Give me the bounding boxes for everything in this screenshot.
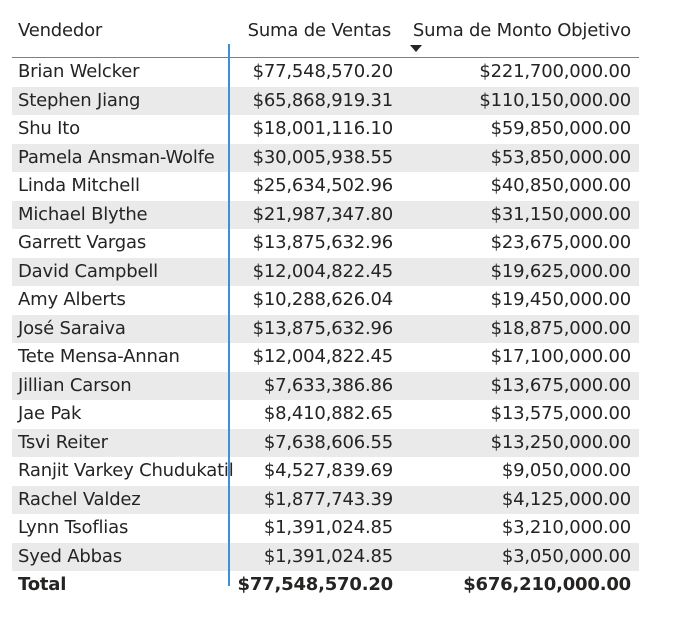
suma-monto-objetivo-cell: $13,250,000.00 bbox=[490, 431, 632, 453]
suma-monto-objetivo-cell: $13,675,000.00 bbox=[490, 374, 632, 396]
suma-monto-objetivo-cell: $59,850,000.00 bbox=[490, 118, 632, 139]
table-row[interactable]: Ranjit Varkey Chudukatil $4,527,839.69 $9,… bbox=[12, 457, 639, 486]
suma-ventas-cell: $10,288,626.04 bbox=[252, 289, 394, 310]
table-row[interactable]: Tete Mensa-Annan $12,004,822.45 $17,100,00… bbox=[12, 343, 639, 372]
suma-ventas-cell: $25,634,502.96 bbox=[252, 175, 394, 196]
suma-ventas-cell: $13,875,632.96 bbox=[252, 317, 394, 339]
table-header-row: Vendedor Suma de Ventas Suma de Monto Ob… bbox=[12, 14, 639, 58]
vendedor-cell: Tete Mensa-Annan bbox=[18, 346, 180, 367]
suma-ventas-cell: $77,548,570.20 bbox=[252, 61, 394, 82]
suma-monto-objetivo-cell: $9,050,000.00 bbox=[501, 460, 631, 481]
suma-monto-objetivo-cell: $17,100,000.00 bbox=[490, 346, 632, 367]
table-row[interactable]: Shu Ito $18,001,116.10 $59,850,000.00 bbox=[12, 115, 639, 144]
suma-monto-objetivo-cell: $3,050,000.00 bbox=[501, 545, 631, 567]
vendedor-cell: Amy Alberts bbox=[18, 289, 126, 310]
vendedor-cell: David Campbell bbox=[18, 260, 158, 282]
suma-monto-objetivo-cell: $31,150,000.00 bbox=[490, 203, 632, 225]
table-row[interactable]: Amy Alberts $10,288,626.04 $19,450,000.00 bbox=[12, 286, 639, 315]
total-suma-ventas: $77,548,570.20 bbox=[237, 574, 394, 595]
vendedor-cell: Rachel Valdez bbox=[18, 488, 141, 510]
suma-monto-objetivo-cell: $13,575,000.00 bbox=[490, 403, 632, 424]
table-row[interactable]: Michael Blythe $21,987,347.80 $31,150,000.… bbox=[12, 200, 639, 229]
suma-ventas-cell: $4,527,839.69 bbox=[263, 460, 393, 481]
table-row[interactable]: Linda Mitchell $25,634,502.96 $40,850,000.… bbox=[12, 172, 639, 201]
suma-monto-objetivo-cell: $53,850,000.00 bbox=[490, 146, 632, 168]
vendedor-cell: Michael Blythe bbox=[18, 203, 148, 225]
vendedor-cell: Jae Pak bbox=[18, 403, 82, 424]
suma-ventas-cell: $30,005,938.55 bbox=[252, 146, 394, 168]
table-row[interactable]: David Campbell $12,004,822.45 $19,625,000.… bbox=[12, 257, 639, 286]
vendedor-cell: Tsvi Reiter bbox=[18, 431, 108, 453]
column-divider bbox=[228, 44, 230, 586]
suma-monto-objetivo-cell: $19,625,000.00 bbox=[490, 260, 632, 282]
total-label: Total bbox=[18, 574, 67, 595]
suma-monto-objetivo-cell: $221,700,000.00 bbox=[479, 61, 631, 82]
suma-ventas-cell: $12,004,822.45 bbox=[252, 260, 394, 282]
suma-ventas-cell: $1,391,024.85 bbox=[263, 517, 393, 538]
total-suma-monto-objetivo: $676,210,000.00 bbox=[463, 574, 631, 595]
column-header-suma-ventas[interactable]: Suma de Ventas bbox=[247, 20, 392, 41]
suma-ventas-cell: $8,410,882.65 bbox=[263, 403, 393, 424]
suma-ventas-cell: $18,001,116.10 bbox=[252, 118, 394, 139]
column-header-vendedor[interactable]: Vendedor bbox=[18, 20, 103, 41]
table-row[interactable]: Syed Abbas $1,391,024.85 $3,050,000.00 bbox=[12, 542, 639, 571]
suma-monto-objetivo-cell: $3,210,000.00 bbox=[501, 517, 631, 538]
table-body: Brian Welcker $77,548,570.20 $221,700,000.… bbox=[12, 58, 639, 600]
table-row[interactable]: Jae Pak $8,410,882.65 $13,575,000.00 bbox=[12, 400, 639, 429]
vendedor-cell: Shu Ito bbox=[18, 118, 80, 139]
suma-ventas-cell: $21,987,347.80 bbox=[252, 203, 394, 225]
total-row: Total $77,548,570.20 $676,210,000.00 bbox=[12, 571, 639, 600]
table-row[interactable]: José Saraiva $13,875,632.96 $18,875,000.00 bbox=[12, 314, 639, 343]
suma-ventas-cell: $12,004,822.45 bbox=[252, 346, 394, 367]
suma-monto-objetivo-cell: $23,675,000.00 bbox=[490, 232, 632, 253]
table-row[interactable]: Jillian Carson $7,633,386.86 $13,675,000.0… bbox=[12, 371, 639, 400]
column-header-suma-monto-objetivo[interactable]: Suma de Monto Objetivo bbox=[412, 20, 631, 41]
vendedor-cell: Linda Mitchell bbox=[18, 175, 140, 196]
suma-monto-objetivo-cell: $40,850,000.00 bbox=[490, 175, 632, 196]
vendedor-cell: Garrett Vargas bbox=[18, 232, 147, 253]
table-row[interactable]: Lynn Tsoflias $1,391,024.85 $3,210,000.00 bbox=[12, 514, 639, 543]
table-row[interactable]: Tsvi Reiter $7,638,606.55 $13,250,000.00 bbox=[12, 428, 639, 457]
suma-ventas-cell: $1,391,024.85 bbox=[263, 545, 393, 567]
suma-monto-objetivo-cell: $18,875,000.00 bbox=[490, 317, 632, 339]
table-row[interactable]: Rachel Valdez $1,877,743.39 $4,125,000.00 bbox=[12, 485, 639, 514]
table-row[interactable]: Pamela Ansman-Wolfe $30,005,938.55 $53,850… bbox=[12, 143, 639, 172]
suma-monto-objetivo-cell: $4,125,000.00 bbox=[501, 488, 631, 510]
vendedor-cell: Pamela Ansman-Wolfe bbox=[18, 146, 215, 168]
suma-ventas-cell: $13,875,632.96 bbox=[252, 232, 394, 253]
sort-descending-icon[interactable] bbox=[410, 45, 422, 52]
table-row[interactable]: Stephen Jiang $65,868,919.31 $110,150,000.… bbox=[12, 86, 639, 115]
suma-ventas-cell: $65,868,919.31 bbox=[252, 89, 394, 111]
vendedor-cell: José Saraiva bbox=[18, 317, 126, 339]
vendedor-cell: Ranjit Varkey Chudukatil bbox=[18, 460, 234, 481]
suma-monto-objetivo-cell: $110,150,000.00 bbox=[479, 89, 631, 111]
table-row[interactable]: Brian Welcker $77,548,570.20 $221,700,000.… bbox=[12, 58, 639, 87]
table-row[interactable]: Garrett Vargas $13,875,632.96 $23,675,000.… bbox=[12, 229, 639, 258]
vendedor-cell: Jillian Carson bbox=[18, 374, 132, 396]
vendedor-cell: Syed Abbas bbox=[18, 545, 122, 567]
suma-monto-objetivo-cell: $19,450,000.00 bbox=[490, 289, 632, 310]
suma-ventas-cell: $7,633,386.86 bbox=[263, 374, 393, 396]
vendedor-cell: Stephen Jiang bbox=[18, 89, 141, 111]
suma-ventas-cell: $7,638,606.55 bbox=[263, 431, 393, 453]
table-visual: Vendedor Suma de Ventas Suma de Monto Ob… bbox=[12, 14, 639, 600]
suma-ventas-cell: $1,877,743.39 bbox=[263, 488, 393, 510]
vendedor-cell: Brian Welcker bbox=[18, 61, 140, 82]
vendedor-cell: Lynn Tsoflias bbox=[18, 517, 129, 538]
